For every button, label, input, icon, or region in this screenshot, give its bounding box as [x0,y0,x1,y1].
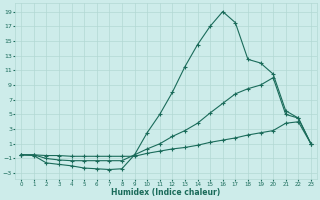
X-axis label: Humidex (Indice chaleur): Humidex (Indice chaleur) [111,188,220,197]
